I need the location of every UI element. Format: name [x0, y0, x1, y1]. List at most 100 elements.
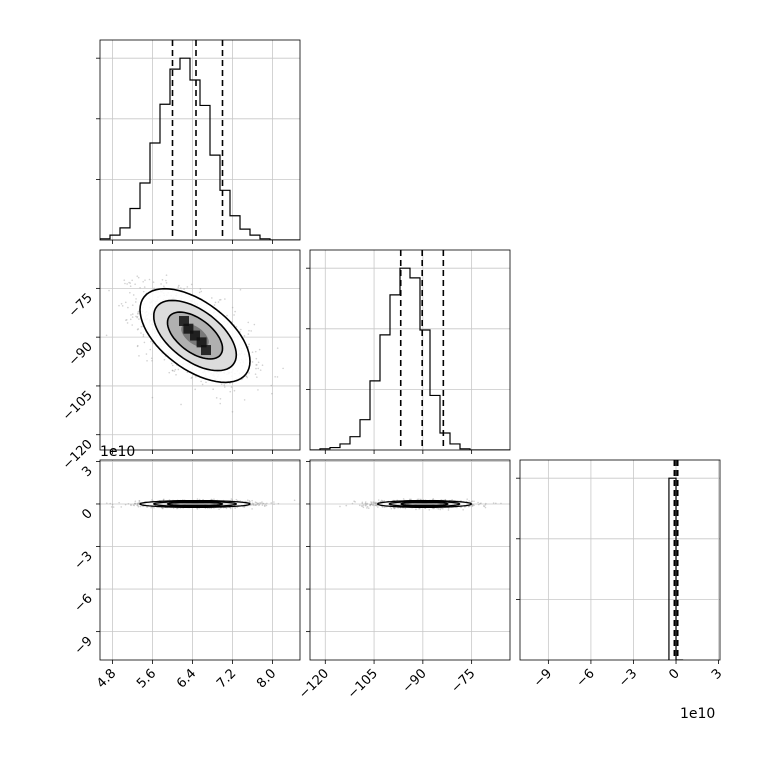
scatter-point	[183, 288, 185, 290]
scatter-point	[176, 507, 178, 510]
scatter-point	[364, 504, 367, 506]
scatter-point	[273, 503, 275, 505]
scatter-point	[251, 361, 254, 363]
scatter-point	[366, 502, 369, 505]
scatter-point	[255, 357, 258, 360]
scatter-point	[254, 504, 256, 506]
ytick-label-p1-3: −75	[66, 291, 96, 321]
scatter-point	[172, 507, 175, 509]
density-p0-p2	[100, 460, 300, 660]
scatter-point	[258, 504, 260, 507]
histogram-p1	[310, 250, 510, 450]
scatter-point	[273, 501, 275, 503]
scatter-point	[477, 503, 480, 506]
scatter-point	[250, 330, 252, 332]
xtick-label-p0-0: 4.8	[94, 666, 119, 691]
scatter-point	[367, 507, 370, 509]
scatter-point	[484, 504, 487, 506]
scatter-point	[246, 376, 249, 379]
scatter-point	[186, 371, 189, 374]
scatter-point	[471, 505, 474, 507]
offset-label-y: 1e10	[100, 444, 135, 460]
offset-label-x: 1e10	[680, 706, 715, 722]
scatter-point	[255, 504, 258, 506]
scatter-point	[374, 504, 377, 506]
scatter-point	[219, 397, 222, 400]
scatter-point	[500, 502, 502, 505]
scatter-point	[257, 367, 260, 370]
scatter-point	[377, 506, 379, 508]
ytick-label-p2-0: −9	[72, 634, 96, 658]
scatter-point	[219, 402, 222, 405]
contour-line-2	[166, 311, 224, 360]
histogram-p2	[520, 460, 720, 660]
scatter-point	[171, 369, 174, 372]
scatter-point	[392, 506, 395, 509]
scatter-point	[276, 347, 279, 349]
scatter-point	[256, 502, 259, 505]
scatter-point	[402, 498, 405, 500]
contour-line-2	[166, 501, 224, 507]
scatter-point	[230, 498, 233, 500]
scatter-point	[140, 325, 143, 328]
scatter-point	[131, 313, 134, 315]
scatter-point	[127, 306, 129, 309]
scatter-point	[393, 507, 396, 510]
scatter-point	[263, 504, 266, 507]
scatter-point	[390, 507, 393, 510]
scatter-point	[258, 503, 261, 506]
scatter-point	[409, 498, 411, 501]
panel-frame-2-2	[519, 459, 721, 661]
scatter-point	[442, 507, 444, 510]
scatter-point	[213, 304, 216, 306]
scatter-point	[248, 499, 251, 502]
scatter-point	[201, 383, 204, 386]
scatter-point	[200, 380, 202, 383]
scatter-point	[247, 346, 250, 348]
scatter-point	[151, 499, 153, 501]
scatter-point	[136, 503, 139, 506]
scatter-point	[374, 502, 377, 505]
scatter-point	[251, 508, 253, 510]
scatter-point	[161, 279, 164, 281]
panel-frame-1-1	[309, 249, 511, 451]
scatter-point	[369, 504, 371, 507]
scatter-point	[369, 504, 371, 506]
scatter-point	[253, 323, 256, 326]
scatter-point	[177, 286, 180, 288]
scatter-point	[444, 498, 447, 501]
scatter-point	[366, 507, 368, 509]
scatter-point	[136, 316, 138, 319]
scatter-point	[245, 375, 247, 378]
scatter-point	[217, 301, 220, 303]
scatter-point	[229, 390, 232, 393]
scatter-point	[364, 502, 367, 505]
scatter-point	[178, 284, 180, 287]
scatter-point	[174, 368, 177, 371]
scatter-point	[282, 367, 284, 370]
scatter-point	[397, 507, 399, 509]
scatter-point	[139, 505, 142, 508]
scatter-point	[480, 502, 482, 504]
panel-frame-0-0	[99, 39, 301, 241]
scatter-point	[233, 389, 236, 392]
scatter-point	[366, 503, 368, 506]
scatter-point	[252, 503, 255, 505]
plot-content	[100, 40, 720, 660]
scatter-point	[373, 501, 375, 504]
scatter-point	[138, 318, 140, 320]
scatter-point	[234, 507, 236, 509]
scatter-point	[372, 503, 375, 505]
scatter-point	[361, 502, 364, 505]
scatter-point	[112, 506, 115, 508]
scatter-point	[198, 291, 201, 294]
scatter-point	[261, 501, 263, 503]
histogram-step-p0	[100, 57, 300, 240]
scatter-point	[239, 500, 241, 502]
xtick-label-p1-3: −75	[448, 666, 478, 696]
scatter-point	[351, 502, 354, 505]
scatter-point	[180, 403, 182, 406]
scatter-point	[257, 389, 259, 391]
scatter-point	[151, 396, 154, 399]
scatter-point	[247, 321, 250, 324]
